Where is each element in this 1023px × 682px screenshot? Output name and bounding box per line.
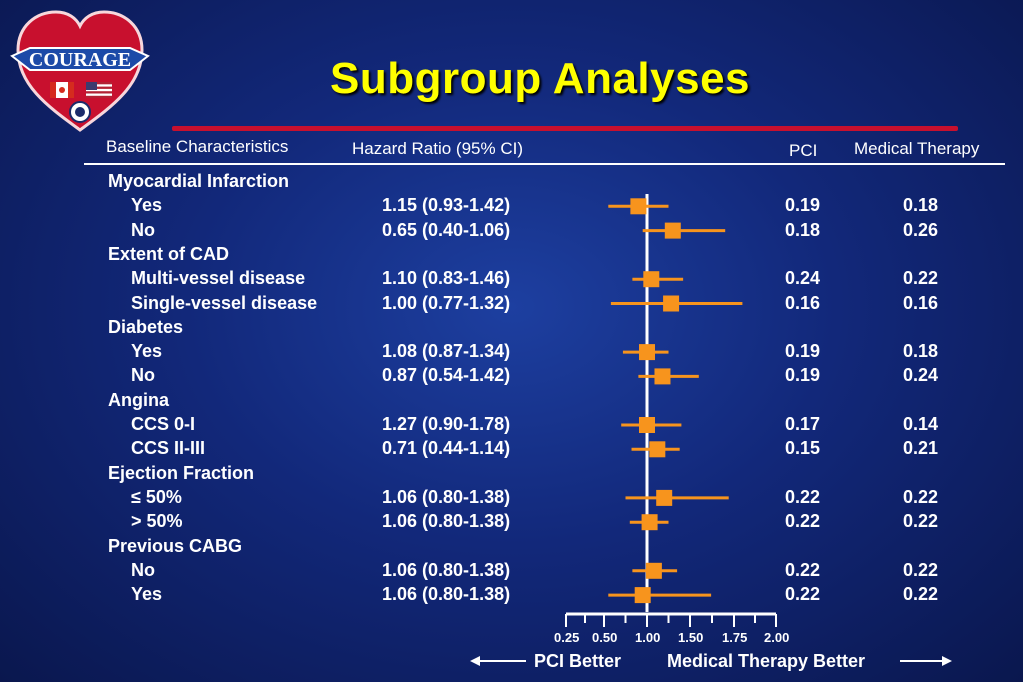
subgroup-label: No [131,365,155,386]
subgroup-label: Multi-vessel disease [131,268,306,289]
x-tick-label: 0.50 [592,630,617,645]
medical-therapy-rate: 0.14 [903,414,939,434]
hazard-ratio-marker [664,222,681,239]
x-tick-label: 1.50 [678,630,703,645]
hazard-ratio-marker [654,368,671,385]
pci-rate: 0.19 [785,341,821,362]
pci-rate: 0.24 [785,268,821,289]
header-pci: PCI [789,141,818,160]
hazard-ratio-marker [643,271,660,288]
subgroup-label: Yes [131,341,163,362]
pci-rate: 0.22 [785,511,821,532]
pci-rate: 0.22 [785,559,821,580]
pci-rate: 0.19 [785,195,821,216]
subgroup-label: Single-vessel disease [131,292,318,313]
hazard-ratio-marker [656,489,673,506]
title-underline [172,126,958,131]
pci-rate: 0.15 [785,438,821,459]
x-tick-label: 1.00 [635,630,660,645]
hazard-ratio-marker [645,562,662,579]
pci-rate: 0.18 [785,219,821,240]
hazard-ratio-value: 1.06 (0.80-1.38) [382,511,511,532]
left-arrow-icon [470,656,526,666]
subgroup-heading: Myocardial Infarction [108,171,290,191]
subgroup-label: No [131,219,155,240]
hazard-ratio-marker [634,587,651,604]
medical-therapy-rate: 0.26 [903,219,939,240]
medical-therapy-rate: 0.18 [903,341,939,362]
medical-therapy-rate: 0.21 [903,438,939,459]
header-divider [84,163,1005,165]
courage-logo: COURAGE [10,10,150,132]
subgroup-label: Yes [131,584,163,605]
x-tick-label: 1.75 [722,630,747,645]
usa-flag-icon [86,82,112,98]
right-arrow-icon [900,656,952,666]
hazard-ratio-marker [663,295,680,312]
hazard-ratio-value: 0.87 (0.54-1.42) [382,365,511,386]
x-tick-label: 0.25 [554,630,579,645]
medical-therapy-rate: 0.22 [903,559,939,580]
subgroup-label: No [131,559,155,580]
subgroup-label: CCS 0-I [131,414,196,434]
pci-rate: 0.19 [785,365,821,386]
medical-therapy-rate: 0.22 [903,486,939,507]
hazard-ratio-marker [630,198,647,215]
hazard-ratio-value: 1.06 (0.80-1.38) [382,584,511,605]
subgroup-heading: Extent of CAD [108,243,229,264]
header-hazard-ratio: Hazard Ratio (95% CI) [352,139,524,158]
hazard-ratio-marker [639,417,655,433]
subgroup-heading: Ejection Fraction [108,462,255,483]
footer-pci-better: PCI Better [534,651,622,671]
pci-rate: 0.17 [785,414,821,434]
medical-therapy-rate: 0.24 [903,365,939,386]
medical-therapy-rate: 0.16 [903,292,939,313]
medical-therapy-rate: 0.22 [903,584,939,605]
subgroup-heading: Angina [108,389,169,410]
subgroup-label: CCS II-III [131,438,206,459]
footer-medical-better: Medical Therapy Better [667,651,866,671]
logo-banner [10,47,150,71]
hazard-ratio-value: 1.27 (0.90-1.78) [382,414,511,434]
medical-therapy-rate: 0.22 [903,511,939,532]
logo-text: COURAGE [29,49,131,71]
x-tick-label: 2.00 [764,630,789,645]
pci-rate: 0.16 [785,292,821,313]
hazard-ratio-value: 1.08 (0.87-1.34) [382,341,511,362]
subgroup-heading: Previous CABG [108,535,243,556]
medical-therapy-rate: 0.22 [903,268,939,289]
header-medical-therapy: Medical Therapy [854,139,980,158]
page-title: Subgroup Analyses [329,54,751,103]
hazard-ratio-value: 0.65 (0.40-1.06) [382,219,511,240]
pci-rate: 0.22 [785,486,821,507]
subgroup-label: ≤ 50% [131,486,182,507]
pci-rate: 0.22 [785,584,821,605]
subgroup-label: > 50% [131,511,183,532]
hazard-ratio-value: 1.06 (0.80-1.38) [382,486,511,507]
hazard-ratio-marker [649,441,666,458]
header-baseline: Baseline Characteristics [106,137,289,156]
hazard-ratio-value: 1.10 (0.83-1.46) [382,268,511,289]
hazard-ratio-value: 1.06 (0.80-1.38) [382,559,511,580]
hazard-ratio-marker [641,514,658,531]
hazard-ratio-marker [639,344,655,361]
medical-therapy-rate: 0.18 [903,195,939,216]
hazard-ratio-value: 1.00 (0.77-1.32) [382,292,511,313]
hazard-ratio-value: 1.15 (0.93-1.42) [382,195,511,216]
subgroup-label: Yes [131,195,163,216]
subgroup-heading: Diabetes [108,316,184,337]
hazard-ratio-value: 0.71 (0.44-1.14) [382,438,511,459]
